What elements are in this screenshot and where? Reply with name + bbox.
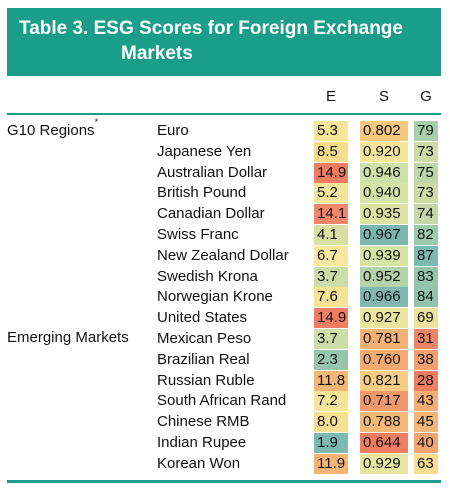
currency-name: Australian Dollar <box>157 163 268 181</box>
column-header-s: S <box>378 88 389 105</box>
group-label-g10-text: G10 Regions <box>7 122 95 139</box>
g-score-cell: 74 <box>414 204 438 225</box>
table-row: Russian Ruble 11.8 0.821 28 <box>0 370 450 391</box>
s-score-cell: 0.935 <box>360 204 408 225</box>
e-score-cell: 4.1 <box>314 225 348 245</box>
currency-name: Japanese Yen <box>157 142 252 160</box>
e-score-cell: 5.2 <box>314 183 348 204</box>
e-score-cell: 7.6 <box>314 287 348 308</box>
currency-name: South African Rand <box>157 392 287 410</box>
s-score-cell: 0.939 <box>360 245 408 266</box>
table-row: Swiss Franc 4.1 0.967 82 <box>0 225 450 245</box>
e-score-cell: 3.7 <box>314 329 348 349</box>
footer-rule <box>7 480 441 483</box>
e-score-cell: 5.3 <box>314 121 348 141</box>
e-score-cell: 3.7 <box>314 266 348 287</box>
group-label-emerging-text: Emerging Markets <box>7 329 129 346</box>
table-row: Euro 5.3 0.802 79 <box>0 121 450 141</box>
table-row: Korean Won 11.9 0.929 63 <box>0 453 450 474</box>
g-score-cell: 73 <box>414 141 438 162</box>
table-row: Brazilian Real 2.3 0.760 38 <box>0 349 450 370</box>
e-score-cell: 1.9 <box>314 433 348 453</box>
table-row: Japanese Yen 8.5 0.920 73 <box>0 141 450 162</box>
group-label-g10: G10 Regions* <box>7 117 98 139</box>
table-row: United States 14.9 0.927 69 <box>0 308 450 329</box>
g-score-cell: 45 <box>414 412 438 433</box>
table-title: Table 3. ESG Scores for Foreign Exchange… <box>7 8 441 76</box>
table-row: South African Rand 7.2 0.717 43 <box>0 391 450 412</box>
currency-name: Swiss Franc <box>157 226 239 243</box>
g-score-cell: 79 <box>414 121 438 141</box>
table-row: Indian Rupee 1.9 0.644 40 <box>0 433 450 453</box>
s-score-cell: 0.929 <box>360 453 408 474</box>
table-row: New Zealand Dollar 6.7 0.939 87 <box>0 245 450 266</box>
currency-name: British Pound <box>157 184 247 202</box>
group-label-g10-marker: * <box>94 117 99 127</box>
s-score-cell: 0.952 <box>360 266 408 287</box>
table-row: Australian Dollar 14.9 0.946 75 <box>0 162 450 183</box>
e-score-cell: 8.0 <box>314 412 348 433</box>
table-row: Mexican Peso 3.7 0.781 31 <box>0 329 450 349</box>
currency-name: United States <box>157 309 248 327</box>
g-score-cell: 73 <box>414 183 438 204</box>
currency-name: Brazilian Real <box>157 350 250 368</box>
s-score-cell: 0.781 <box>360 329 408 349</box>
s-score-cell: 0.946 <box>360 162 408 183</box>
s-score-cell: 0.717 <box>360 391 408 412</box>
table-row: Swedish Krona 3.7 0.952 83 <box>0 266 450 287</box>
table-row: Norwegian Krone 7.6 0.966 84 <box>0 287 450 308</box>
table-title-line-2: Markets <box>121 43 193 64</box>
g-score-cell: 40 <box>414 433 438 453</box>
s-score-cell: 0.966 <box>360 287 408 308</box>
table-row: Canadian Dollar 14.1 0.935 74 <box>0 204 450 225</box>
g-score-cell: 84 <box>414 287 438 308</box>
currency-name: Norwegian Krone <box>157 288 273 306</box>
g-score-cell: 82 <box>414 225 438 245</box>
table-title-line-1: Table 3. ESG Scores for Foreign Exchange <box>19 18 403 39</box>
e-score-cell: 6.7 <box>314 245 348 266</box>
s-score-cell: 0.802 <box>360 121 408 141</box>
s-score-cell: 0.940 <box>360 183 408 204</box>
g-score-cell: 43 <box>414 391 438 412</box>
column-header-g: G <box>420 88 432 105</box>
g-score-cell: 87 <box>414 245 438 266</box>
currency-name: Mexican Peso <box>157 330 252 347</box>
e-score-cell: 2.3 <box>314 349 348 370</box>
group-label-emerging: Emerging Markets <box>7 329 129 346</box>
g-score-cell: 28 <box>414 370 438 391</box>
e-score-cell: 11.9 <box>314 453 348 474</box>
e-score-cell: 7.2 <box>314 391 348 412</box>
currency-name: Russian Ruble <box>157 371 255 389</box>
column-header-e: E <box>325 88 336 105</box>
currency-name: Swedish Krona <box>157 267 258 285</box>
e-score-cell: 14.1 <box>314 204 348 225</box>
e-score-cell: 11.8 <box>314 370 348 391</box>
table-row: British Pound 5.2 0.940 73 <box>0 183 450 204</box>
currency-name: Euro <box>157 122 189 139</box>
currency-name: Chinese RMB <box>157 413 250 431</box>
s-score-cell: 0.760 <box>360 349 408 370</box>
header-rule <box>7 113 441 115</box>
e-score-cell: 14.9 <box>314 308 348 329</box>
currency-name: Indian Rupee <box>157 434 247 451</box>
currency-name: Korean Won <box>157 454 241 472</box>
s-score-cell: 0.927 <box>360 308 408 329</box>
table-row: Chinese RMB 8.0 0.788 45 <box>0 412 450 433</box>
g-score-cell: 31 <box>414 329 438 349</box>
g-score-cell: 83 <box>414 266 438 287</box>
g-score-cell: 38 <box>414 349 438 370</box>
g-score-cell: 63 <box>414 453 438 474</box>
s-score-cell: 0.920 <box>360 141 408 162</box>
currency-name: New Zealand Dollar <box>157 246 289 264</box>
currency-name: Canadian Dollar <box>157 205 265 223</box>
e-score-cell: 8.5 <box>314 141 348 162</box>
g-score-cell: 75 <box>414 162 438 183</box>
s-score-cell: 0.967 <box>360 225 408 245</box>
s-score-cell: 0.788 <box>360 412 408 433</box>
e-score-cell: 14.9 <box>314 162 348 183</box>
s-score-cell: 0.644 <box>360 433 408 453</box>
s-score-cell: 0.821 <box>360 370 408 391</box>
g-score-cell: 69 <box>414 308 438 329</box>
